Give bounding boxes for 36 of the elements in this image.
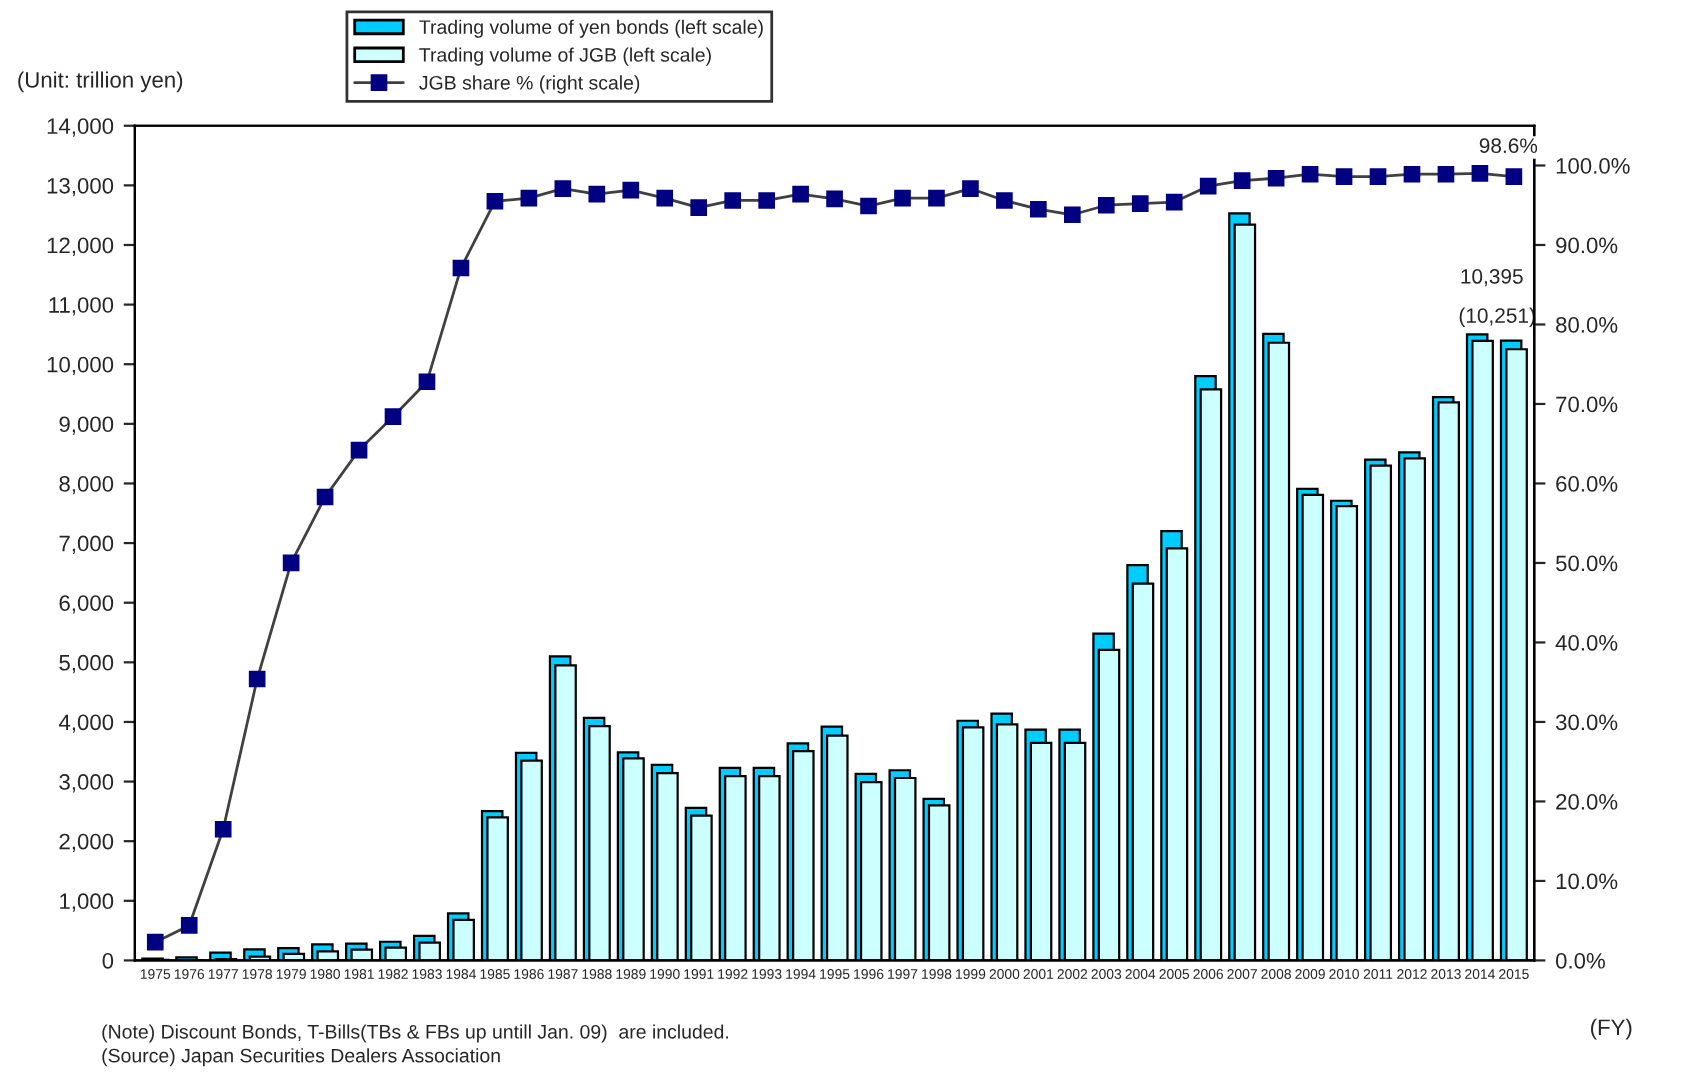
data-label: (10,251) — [1459, 307, 1535, 328]
y-axis-title: (Unit: trillion yen) — [18, 71, 183, 93]
y-tick-label: 12,000 — [47, 237, 114, 256]
y2-tick-label: 20.0% — [1556, 793, 1618, 810]
legend-label: Trading volume of JGB (left scale) — [419, 47, 711, 66]
y-tick-label: 6,000 — [59, 595, 114, 614]
y2-tick-label: 30.0% — [1555, 714, 1618, 731]
y2-tick-label: 60.0% — [1556, 476, 1618, 492]
y2-tick-label: 40.0% — [1555, 634, 1618, 651]
y-tick-label: 14,000 — [47, 118, 114, 137]
y-tick-label: 2,000 — [59, 833, 114, 853]
y-tick-label: 7,000 — [59, 535, 114, 554]
text: (Note) Discount Bonds, T-Bills(TBs & FBs up untill Jan. 09) are included. — [102, 1024, 729, 1043]
legend-label: JGB share % (right scale) — [419, 75, 640, 94]
y2-tick-label: 80.0% — [1556, 317, 1618, 333]
y-tick-label: 5,000 — [59, 654, 114, 674]
y-tick-label: 9,000 — [59, 416, 114, 435]
y-tick-label: 13,000 — [47, 177, 114, 197]
text: (Source) Japan Securities Dealers Association — [102, 1048, 500, 1067]
y-tick-label: 10,000 — [47, 356, 114, 376]
y2-tick-label: 0.0% — [1555, 952, 1605, 969]
data-label: 98.6% — [1479, 138, 1538, 154]
y2-tick-label: 90.0% — [1556, 237, 1618, 254]
y-tick-label: 0 — [102, 952, 114, 969]
y2-tick-label: 50.0% — [1555, 555, 1618, 572]
y2-tick-label: 10.0% — [1556, 873, 1618, 890]
y2-tick-label: 100.0% — [1556, 158, 1630, 174]
y-tick-label: 11,000 — [49, 297, 114, 316]
y-tick-label: 1,000 — [60, 893, 114, 912]
y-tick-label: 4,000 — [58, 714, 114, 733]
x-axis-title: (FY) — [1591, 1018, 1632, 1040]
y-tick-label: 8,000 — [59, 476, 114, 495]
legend-label: Trading volume of yen bonds (left scale) — [419, 19, 763, 38]
data-label: 10,395 — [1461, 269, 1523, 287]
y2-tick-label: 70.0% — [1556, 396, 1618, 413]
y-tick-label: 3,000 — [59, 774, 114, 793]
